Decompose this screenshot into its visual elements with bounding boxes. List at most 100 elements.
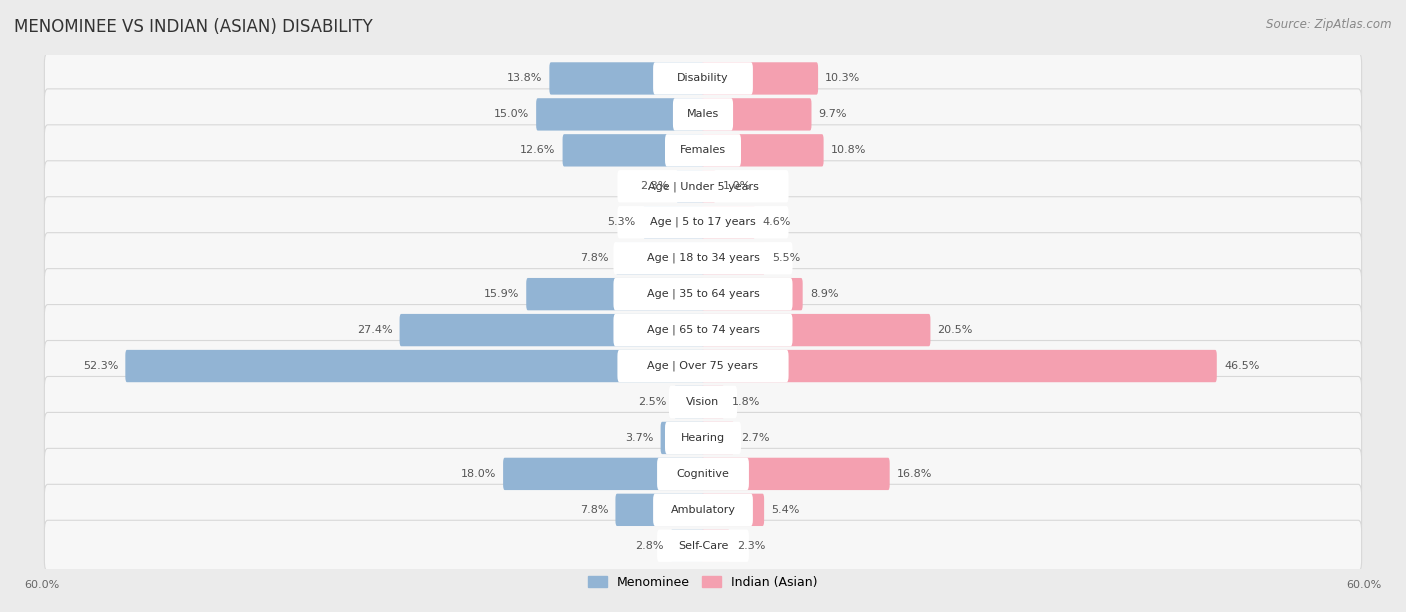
- FancyBboxPatch shape: [702, 386, 724, 418]
- Text: Females: Females: [681, 145, 725, 155]
- FancyBboxPatch shape: [643, 206, 704, 239]
- FancyBboxPatch shape: [702, 350, 1216, 382]
- FancyBboxPatch shape: [702, 314, 931, 346]
- FancyBboxPatch shape: [45, 233, 1361, 284]
- FancyBboxPatch shape: [45, 376, 1361, 428]
- FancyBboxPatch shape: [702, 458, 890, 490]
- FancyBboxPatch shape: [702, 278, 803, 310]
- FancyBboxPatch shape: [669, 386, 737, 418]
- FancyBboxPatch shape: [671, 529, 704, 562]
- Text: Self-Care: Self-Care: [678, 541, 728, 551]
- FancyBboxPatch shape: [702, 529, 730, 562]
- Text: 10.8%: 10.8%: [831, 145, 866, 155]
- FancyBboxPatch shape: [673, 98, 733, 130]
- Text: 7.8%: 7.8%: [579, 505, 609, 515]
- FancyBboxPatch shape: [617, 170, 789, 203]
- FancyBboxPatch shape: [617, 350, 789, 382]
- Text: 12.6%: 12.6%: [520, 145, 555, 155]
- Text: 5.3%: 5.3%: [607, 217, 636, 227]
- FancyBboxPatch shape: [45, 340, 1361, 392]
- Text: Age | Over 75 years: Age | Over 75 years: [648, 361, 758, 371]
- FancyBboxPatch shape: [665, 134, 741, 166]
- Text: 15.0%: 15.0%: [494, 110, 529, 119]
- Text: 8.9%: 8.9%: [810, 289, 838, 299]
- FancyBboxPatch shape: [665, 422, 741, 454]
- FancyBboxPatch shape: [45, 196, 1361, 248]
- Text: 1.8%: 1.8%: [731, 397, 761, 407]
- FancyBboxPatch shape: [654, 62, 752, 95]
- FancyBboxPatch shape: [702, 242, 765, 274]
- FancyBboxPatch shape: [45, 125, 1361, 176]
- FancyBboxPatch shape: [657, 529, 749, 562]
- Text: Source: ZipAtlas.com: Source: ZipAtlas.com: [1267, 18, 1392, 31]
- FancyBboxPatch shape: [503, 458, 704, 490]
- FancyBboxPatch shape: [536, 98, 704, 130]
- Text: 5.4%: 5.4%: [772, 505, 800, 515]
- FancyBboxPatch shape: [702, 134, 824, 166]
- Text: 3.7%: 3.7%: [626, 433, 654, 443]
- FancyBboxPatch shape: [45, 89, 1361, 140]
- FancyBboxPatch shape: [562, 134, 704, 166]
- Text: 20.5%: 20.5%: [938, 325, 973, 335]
- FancyBboxPatch shape: [399, 314, 704, 346]
- Text: 7.8%: 7.8%: [579, 253, 609, 263]
- Text: Age | 35 to 64 years: Age | 35 to 64 years: [647, 289, 759, 299]
- FancyBboxPatch shape: [45, 305, 1361, 356]
- Text: 2.3%: 2.3%: [641, 181, 669, 192]
- Text: 2.7%: 2.7%: [741, 433, 770, 443]
- Text: 27.4%: 27.4%: [357, 325, 392, 335]
- FancyBboxPatch shape: [526, 278, 704, 310]
- FancyBboxPatch shape: [45, 53, 1361, 104]
- FancyBboxPatch shape: [616, 242, 704, 274]
- Text: 16.8%: 16.8%: [897, 469, 932, 479]
- Text: 15.9%: 15.9%: [484, 289, 519, 299]
- Text: 2.5%: 2.5%: [638, 397, 666, 407]
- FancyBboxPatch shape: [613, 314, 793, 346]
- FancyBboxPatch shape: [702, 170, 716, 203]
- FancyBboxPatch shape: [45, 484, 1361, 536]
- Text: Vision: Vision: [686, 397, 720, 407]
- FancyBboxPatch shape: [702, 62, 818, 95]
- FancyBboxPatch shape: [702, 98, 811, 130]
- FancyBboxPatch shape: [45, 269, 1361, 319]
- Text: 46.5%: 46.5%: [1225, 361, 1260, 371]
- FancyBboxPatch shape: [45, 449, 1361, 499]
- FancyBboxPatch shape: [617, 206, 789, 239]
- FancyBboxPatch shape: [702, 494, 763, 526]
- FancyBboxPatch shape: [661, 422, 704, 454]
- Text: 2.8%: 2.8%: [636, 541, 664, 551]
- Text: 1.0%: 1.0%: [723, 181, 751, 192]
- Text: Age | 18 to 34 years: Age | 18 to 34 years: [647, 253, 759, 263]
- FancyBboxPatch shape: [45, 520, 1361, 572]
- Text: 13.8%: 13.8%: [506, 73, 543, 83]
- Text: 4.6%: 4.6%: [762, 217, 790, 227]
- Text: 18.0%: 18.0%: [461, 469, 496, 479]
- Text: 9.7%: 9.7%: [818, 110, 848, 119]
- FancyBboxPatch shape: [673, 386, 704, 418]
- Text: Hearing: Hearing: [681, 433, 725, 443]
- FancyBboxPatch shape: [613, 278, 793, 310]
- FancyBboxPatch shape: [657, 458, 749, 490]
- Text: 52.3%: 52.3%: [83, 361, 118, 371]
- FancyBboxPatch shape: [125, 350, 704, 382]
- Text: Ambulatory: Ambulatory: [671, 505, 735, 515]
- FancyBboxPatch shape: [613, 242, 793, 274]
- Text: 5.5%: 5.5%: [772, 253, 800, 263]
- Text: 2.3%: 2.3%: [737, 541, 765, 551]
- FancyBboxPatch shape: [702, 206, 755, 239]
- FancyBboxPatch shape: [616, 494, 704, 526]
- Text: Age | 5 to 17 years: Age | 5 to 17 years: [650, 217, 756, 228]
- Legend: Menominee, Indian (Asian): Menominee, Indian (Asian): [583, 571, 823, 594]
- FancyBboxPatch shape: [702, 422, 734, 454]
- FancyBboxPatch shape: [45, 161, 1361, 212]
- Text: Disability: Disability: [678, 73, 728, 83]
- Text: Males: Males: [688, 110, 718, 119]
- Text: 10.3%: 10.3%: [825, 73, 860, 83]
- FancyBboxPatch shape: [654, 494, 752, 526]
- FancyBboxPatch shape: [676, 170, 704, 203]
- Text: Age | Under 5 years: Age | Under 5 years: [648, 181, 758, 192]
- Text: Age | 65 to 74 years: Age | 65 to 74 years: [647, 325, 759, 335]
- FancyBboxPatch shape: [550, 62, 704, 95]
- Text: MENOMINEE VS INDIAN (ASIAN) DISABILITY: MENOMINEE VS INDIAN (ASIAN) DISABILITY: [14, 18, 373, 36]
- FancyBboxPatch shape: [45, 412, 1361, 463]
